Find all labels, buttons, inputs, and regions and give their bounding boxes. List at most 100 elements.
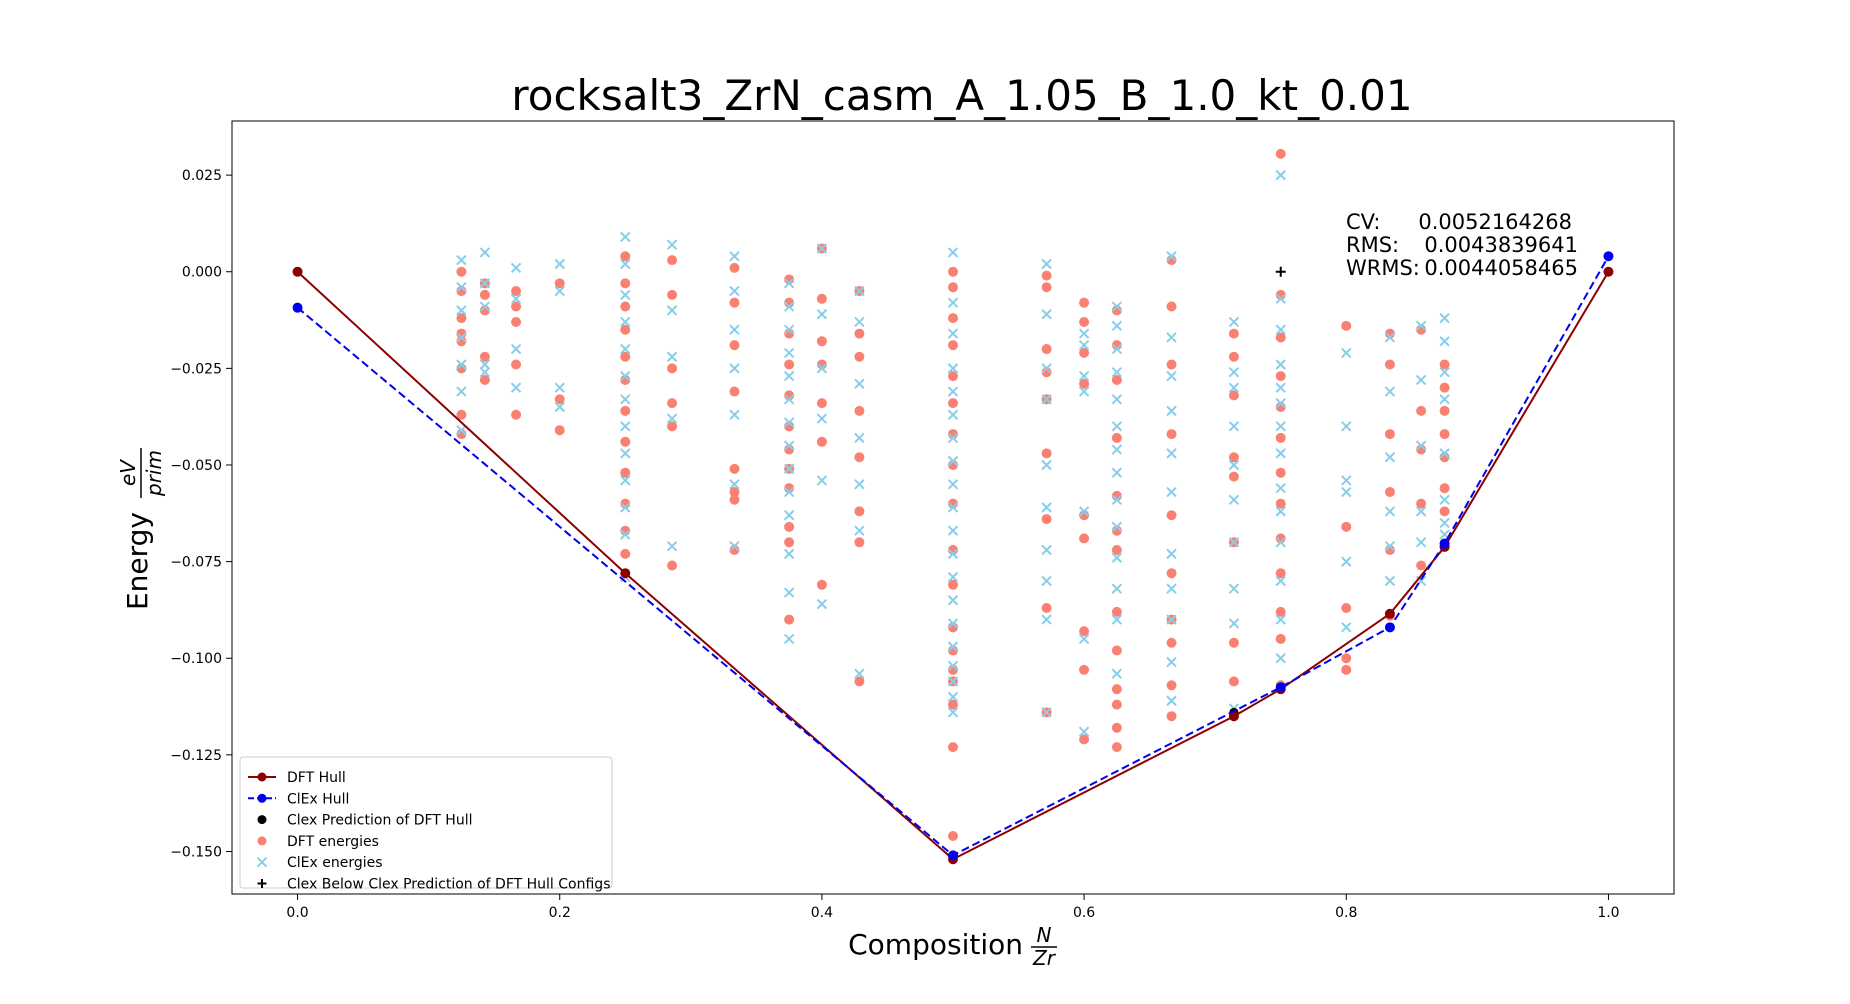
- dft-energy-point: [948, 340, 958, 351]
- clex-energy-point: [947, 691, 959, 703]
- clex-energy-point: [783, 510, 795, 521]
- clex-energy-point: [1078, 328, 1090, 339]
- dft-energy-point: [667, 421, 678, 432]
- dft-energy-point: [620, 351, 631, 362]
- clex-energy-point: [510, 343, 522, 355]
- clex-energy-point: [816, 243, 828, 254]
- dft-energy-point: [1041, 602, 1052, 613]
- clex-energy-point: [1341, 475, 1352, 486]
- dft-energy-point: [816, 579, 827, 590]
- dft-energy-point: [479, 289, 490, 300]
- clex-energy-point: [947, 297, 959, 308]
- dft-energy-point: [456, 313, 467, 324]
- clex-energy-point: [456, 281, 467, 293]
- dft-energy-point: [620, 548, 631, 559]
- clex-energy-point: [620, 394, 631, 405]
- clex-energy-point: [1078, 506, 1090, 517]
- clex-energy-point: [783, 417, 795, 428]
- x-axis-label-numerator: N: [1037, 923, 1052, 947]
- dft-energy-point: [1439, 359, 1450, 370]
- clex-energy-point: [510, 293, 522, 304]
- dft-energy-point: [511, 301, 522, 312]
- clex-energy-point: [854, 432, 865, 444]
- clex-energy-point: [783, 440, 795, 451]
- clex-energy-point: [947, 595, 959, 606]
- dft-energy-point: [479, 351, 490, 362]
- clex-energy-point: [1166, 614, 1177, 625]
- dft-energy-point: [1111, 645, 1122, 656]
- dft-hull-point: [1228, 711, 1239, 722]
- clex-energy-point: [1341, 421, 1352, 432]
- stat-wrms-label: WRMS:: [1346, 256, 1420, 280]
- dft-energy-point: [1041, 270, 1052, 281]
- clex-energy-point: [1341, 486, 1352, 498]
- dft-energy-point: [511, 409, 522, 420]
- dft-energy-point: [854, 405, 865, 416]
- dft-energy-point: [784, 537, 795, 548]
- clex-energy-point: [620, 475, 631, 486]
- stat-rms-value: 0.0043839641: [1424, 233, 1578, 257]
- clex-energy-point: [456, 332, 467, 343]
- clex-energy-point: [1111, 467, 1123, 478]
- clex-energy-point: [854, 316, 865, 328]
- clex-energy-point: [1041, 544, 1052, 556]
- clex-energy-point: [947, 548, 959, 560]
- dft-energy-point: [1166, 301, 1177, 312]
- clex-energy-point: [816, 309, 828, 320]
- clex-energy-point: [510, 382, 522, 393]
- dft-energy-point: [1111, 722, 1122, 733]
- clex-energy-point: [947, 328, 959, 339]
- dft-energy-point: [1275, 633, 1286, 644]
- dft-energy-point: [1275, 371, 1286, 382]
- clex-energy-point: [620, 448, 631, 459]
- clex-energy-point: [854, 378, 865, 390]
- clex-energy-point: [1228, 421, 1240, 432]
- legend-clex-energies-swatch: [256, 856, 268, 868]
- clex-energy-point: [729, 324, 740, 335]
- clex-energy-point: [1341, 347, 1352, 359]
- clex-energy-point: [1111, 421, 1123, 432]
- clex-energy-point: [729, 285, 740, 297]
- dft-energy-point: [1079, 378, 1090, 389]
- clex-hull-point: [1439, 538, 1450, 549]
- dft-energy-point: [816, 398, 827, 409]
- dft-energy-point: [1341, 320, 1352, 331]
- dft-energy-point: [479, 374, 490, 385]
- dft-energy-point: [1228, 471, 1239, 482]
- clex-energy-point: [783, 278, 795, 289]
- dft-energy-point: [620, 436, 631, 447]
- dft-energy-point: [1111, 432, 1122, 443]
- dft-energy-point: [784, 521, 795, 532]
- clex-energy-point: [1041, 363, 1052, 374]
- dft-energy-point: [1079, 316, 1090, 327]
- dft-energy-point: [1384, 429, 1395, 440]
- y-tick-label: −0.125: [170, 748, 222, 764]
- legend-clex-hull-swatch: [257, 793, 267, 803]
- clex-energy-point: [1341, 556, 1352, 567]
- dft-energy-point: [854, 328, 865, 339]
- clex-energy-point: [1439, 336, 1450, 347]
- clex-energy-point: [1078, 339, 1090, 351]
- dft-energy-point: [1166, 510, 1177, 521]
- dft-energy-point: [620, 467, 631, 478]
- legend: DFT Hull ClEx Hull Clex Prediction of DFT …: [239, 756, 613, 893]
- clex-energy-point: [1111, 494, 1123, 505]
- clex-energy-point: [1439, 394, 1450, 405]
- clex-energy-point: [783, 370, 795, 382]
- clex-energy-point: [479, 301, 491, 312]
- dft-energy-point: [1341, 653, 1352, 664]
- clex-energy-point: [947, 455, 959, 467]
- legend-clex-hull-label: ClEx Hull: [287, 791, 349, 807]
- dft-energy-point: [816, 293, 827, 304]
- legend-clex-prediction-label: Clex Prediction of DFT Hull: [287, 813, 472, 829]
- clex-energy-point: [620, 370, 631, 382]
- clex-energy-point: [456, 359, 467, 370]
- stat-wrms-value: 0.0044058465: [1424, 256, 1578, 280]
- clex-energy-point: [1041, 614, 1052, 625]
- dft-energy-point: [620, 405, 631, 416]
- dft-energy-point: [1041, 344, 1052, 355]
- clex-energy-point: [1228, 367, 1240, 378]
- clex-energy-point: [947, 676, 959, 687]
- clex-energy-point: [1341, 622, 1352, 633]
- dft-energy-point: [854, 452, 865, 463]
